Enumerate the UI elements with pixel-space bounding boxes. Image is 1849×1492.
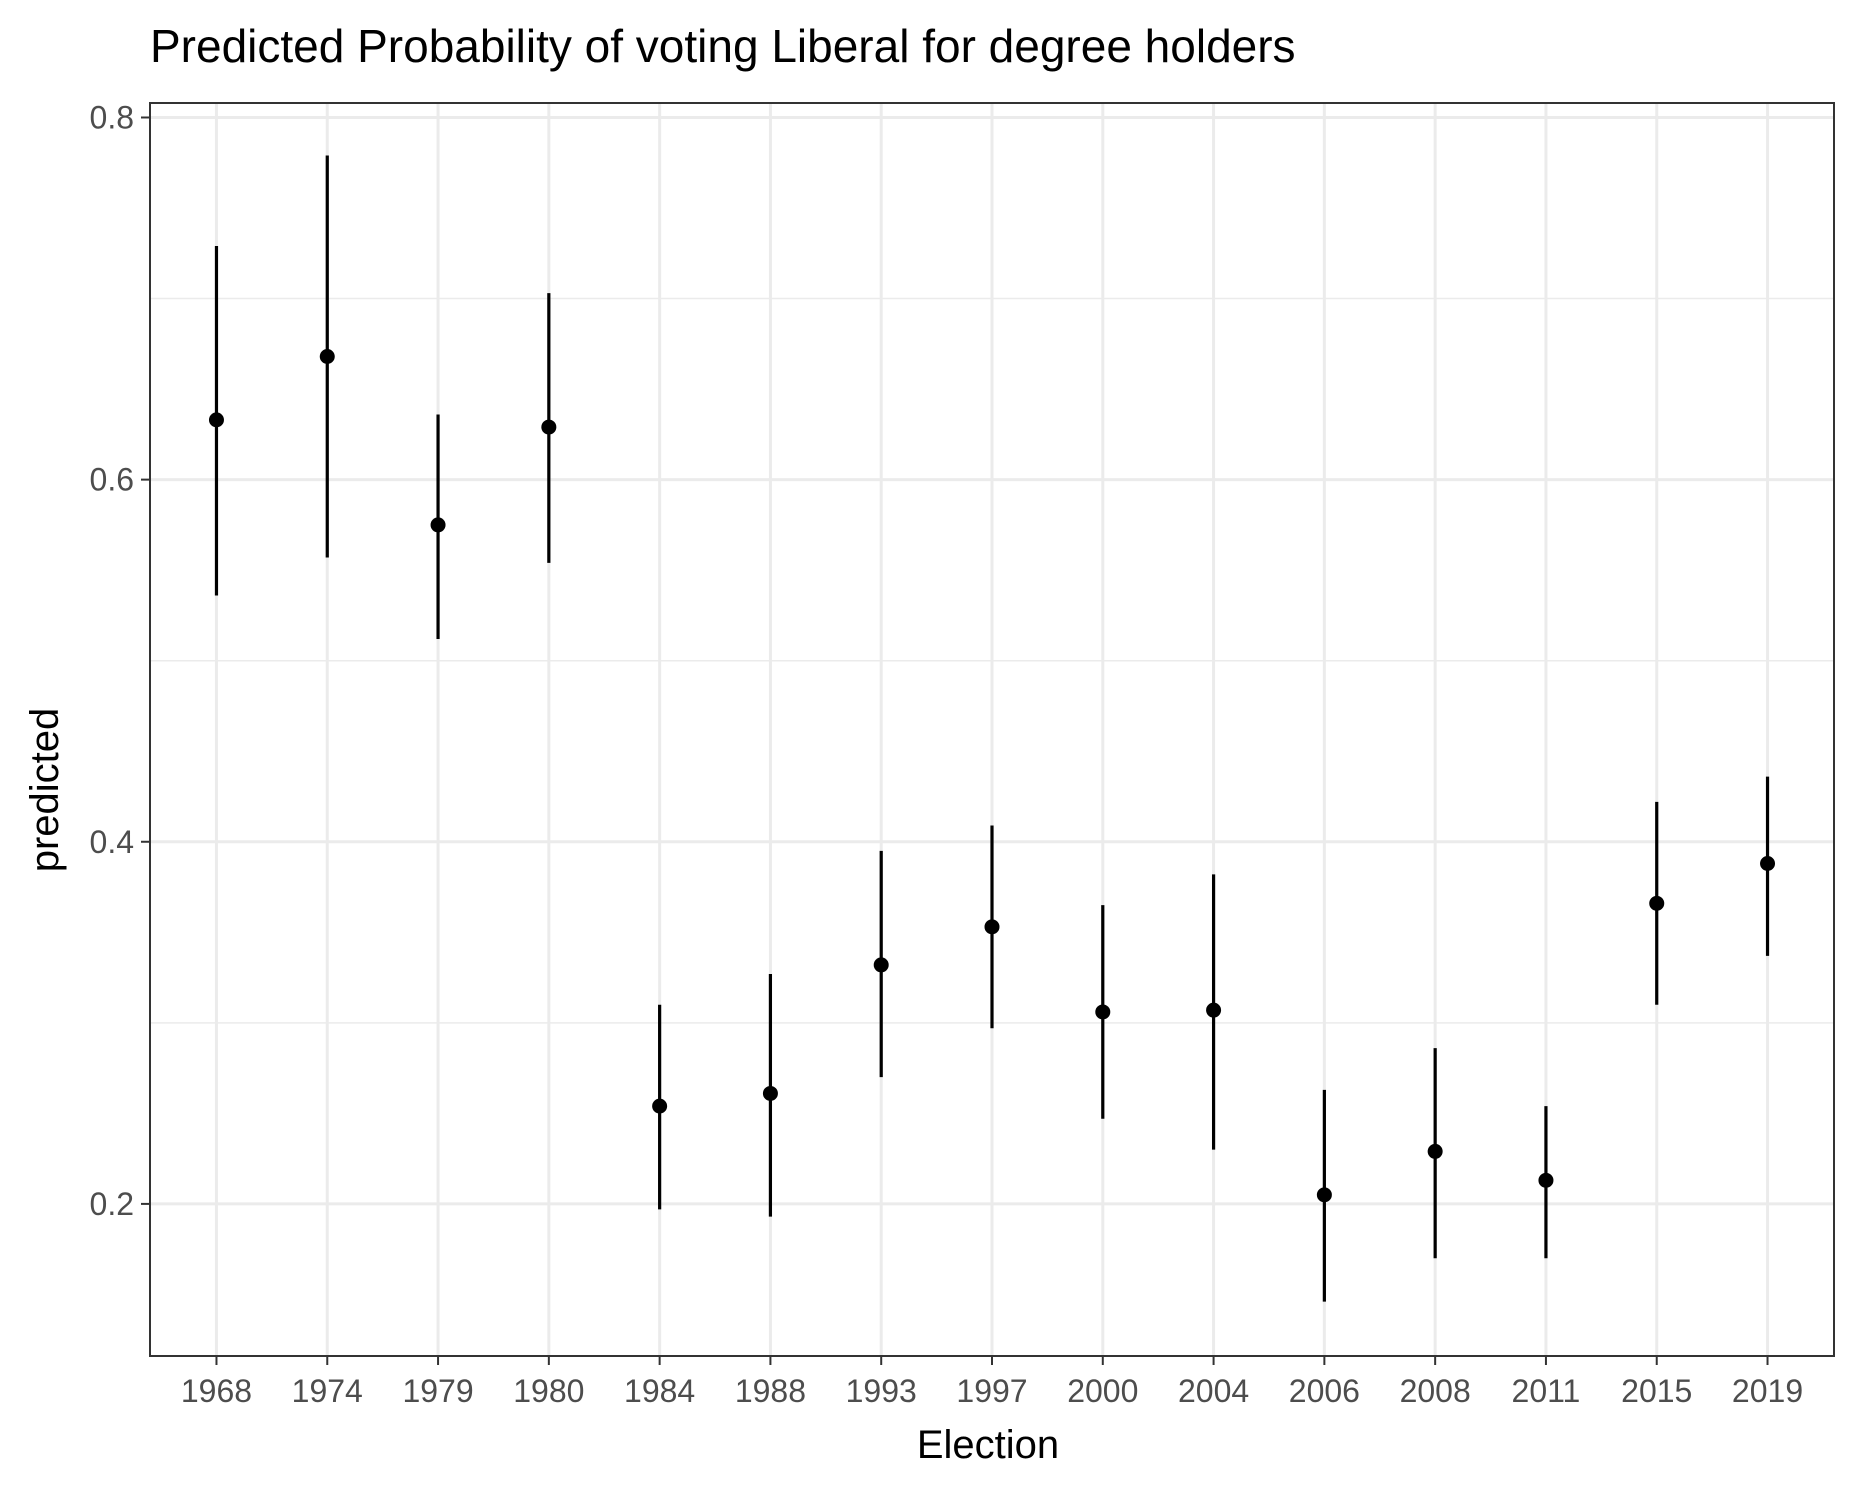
x-tick-label: 1980 (513, 1373, 584, 1409)
data-point-1980 (541, 419, 557, 435)
y-tick-label: 0.4 (90, 824, 134, 860)
y-tick-label: 0.2 (90, 1186, 134, 1222)
x-tick-label: 2008 (1400, 1373, 1471, 1409)
data-point-1974 (319, 348, 335, 364)
data-point-2006 (1316, 1187, 1332, 1203)
x-axis-title: Election (917, 1423, 1059, 1467)
data-point-1988 (762, 1085, 778, 1101)
data-point-2008 (1427, 1143, 1443, 1159)
data-point-1968 (208, 412, 224, 428)
data-layer (208, 155, 1776, 1302)
x-tick-label: 2006 (1289, 1373, 1360, 1409)
x-tick-label: 2011 (1512, 1373, 1581, 1409)
data-point-2019 (1760, 855, 1776, 871)
axis-layer: 0.2 0.4 0.6 0.8 1968 1974 1979 1980 1984 1988 1993… (90, 99, 1804, 1409)
y-tick-label: 0.8 (90, 99, 134, 135)
x-tick-label: 1984 (624, 1373, 695, 1409)
x-tick-label: 2019 (1732, 1373, 1803, 1409)
data-point-2015 (1649, 895, 1665, 911)
x-tick-label: 1968 (181, 1373, 252, 1409)
x-tick-label: 2015 (1621, 1373, 1692, 1409)
x-tick-label: 1979 (402, 1373, 473, 1409)
data-point-2004 (1206, 1002, 1222, 1018)
x-tick-label: 1974 (292, 1373, 363, 1409)
data-point-2011 (1538, 1172, 1554, 1188)
data-point-2000 (1095, 1004, 1111, 1020)
y-tick-label: 0.6 (90, 462, 134, 498)
x-tick-label: 2000 (1067, 1373, 1138, 1409)
data-point-1984 (652, 1098, 668, 1114)
x-tick-label: 1993 (846, 1373, 917, 1409)
x-tick-label: 1997 (956, 1373, 1027, 1409)
chart-title: Predicted Probability of voting Liberal … (150, 20, 1296, 72)
data-point-1997 (984, 919, 1000, 935)
data-point-1979 (430, 517, 446, 533)
x-tick-label: 2004 (1178, 1373, 1249, 1409)
x-tick-label: 1988 (735, 1373, 806, 1409)
y-axis-title: predicted (23, 708, 67, 873)
data-point-1993 (873, 957, 889, 973)
